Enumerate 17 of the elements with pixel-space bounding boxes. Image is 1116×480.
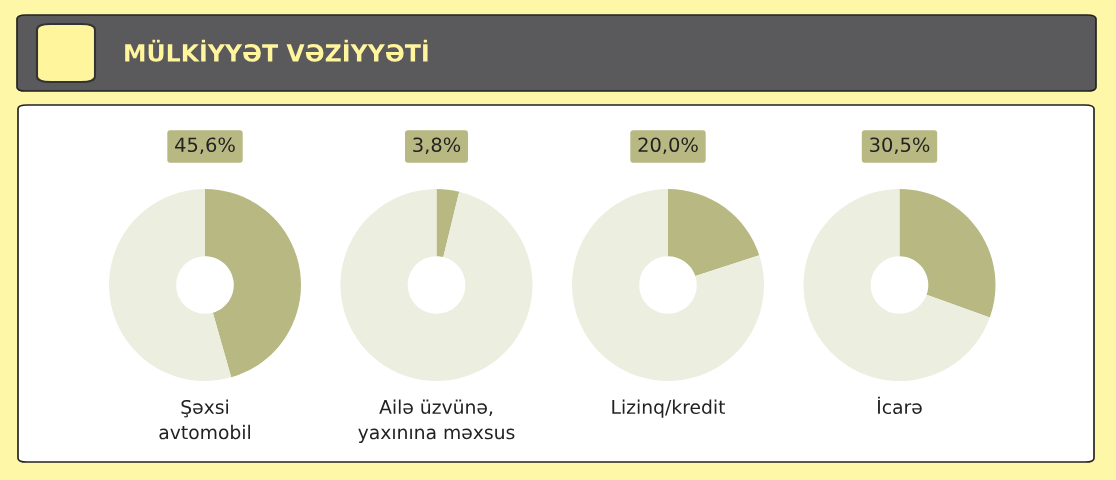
donut-slice [205, 189, 301, 378]
donut-slice [668, 189, 760, 277]
donut-slice [572, 189, 764, 381]
text: İcarə [878, 396, 922, 415]
data-label: 45,6% [175, 137, 235, 155]
text: Ailə üzvünə, yaxınına məxsus [358, 399, 515, 443]
donut-slice [436, 189, 460, 258]
donut-slice [803, 189, 990, 381]
text: Şəxsi avtomobil [159, 399, 250, 440]
data-label: 3,8% [413, 137, 461, 155]
text: Lizinq/kredit [612, 399, 726, 418]
donut-slice [340, 189, 533, 381]
donut-slice [109, 189, 232, 381]
data-label: 30,5% [870, 137, 930, 155]
text: MÜLKİYYƏT VƏZİYYƏTİ [125, 39, 428, 62]
donut-slice [899, 189, 996, 318]
data-label: 20,0% [638, 137, 698, 155]
